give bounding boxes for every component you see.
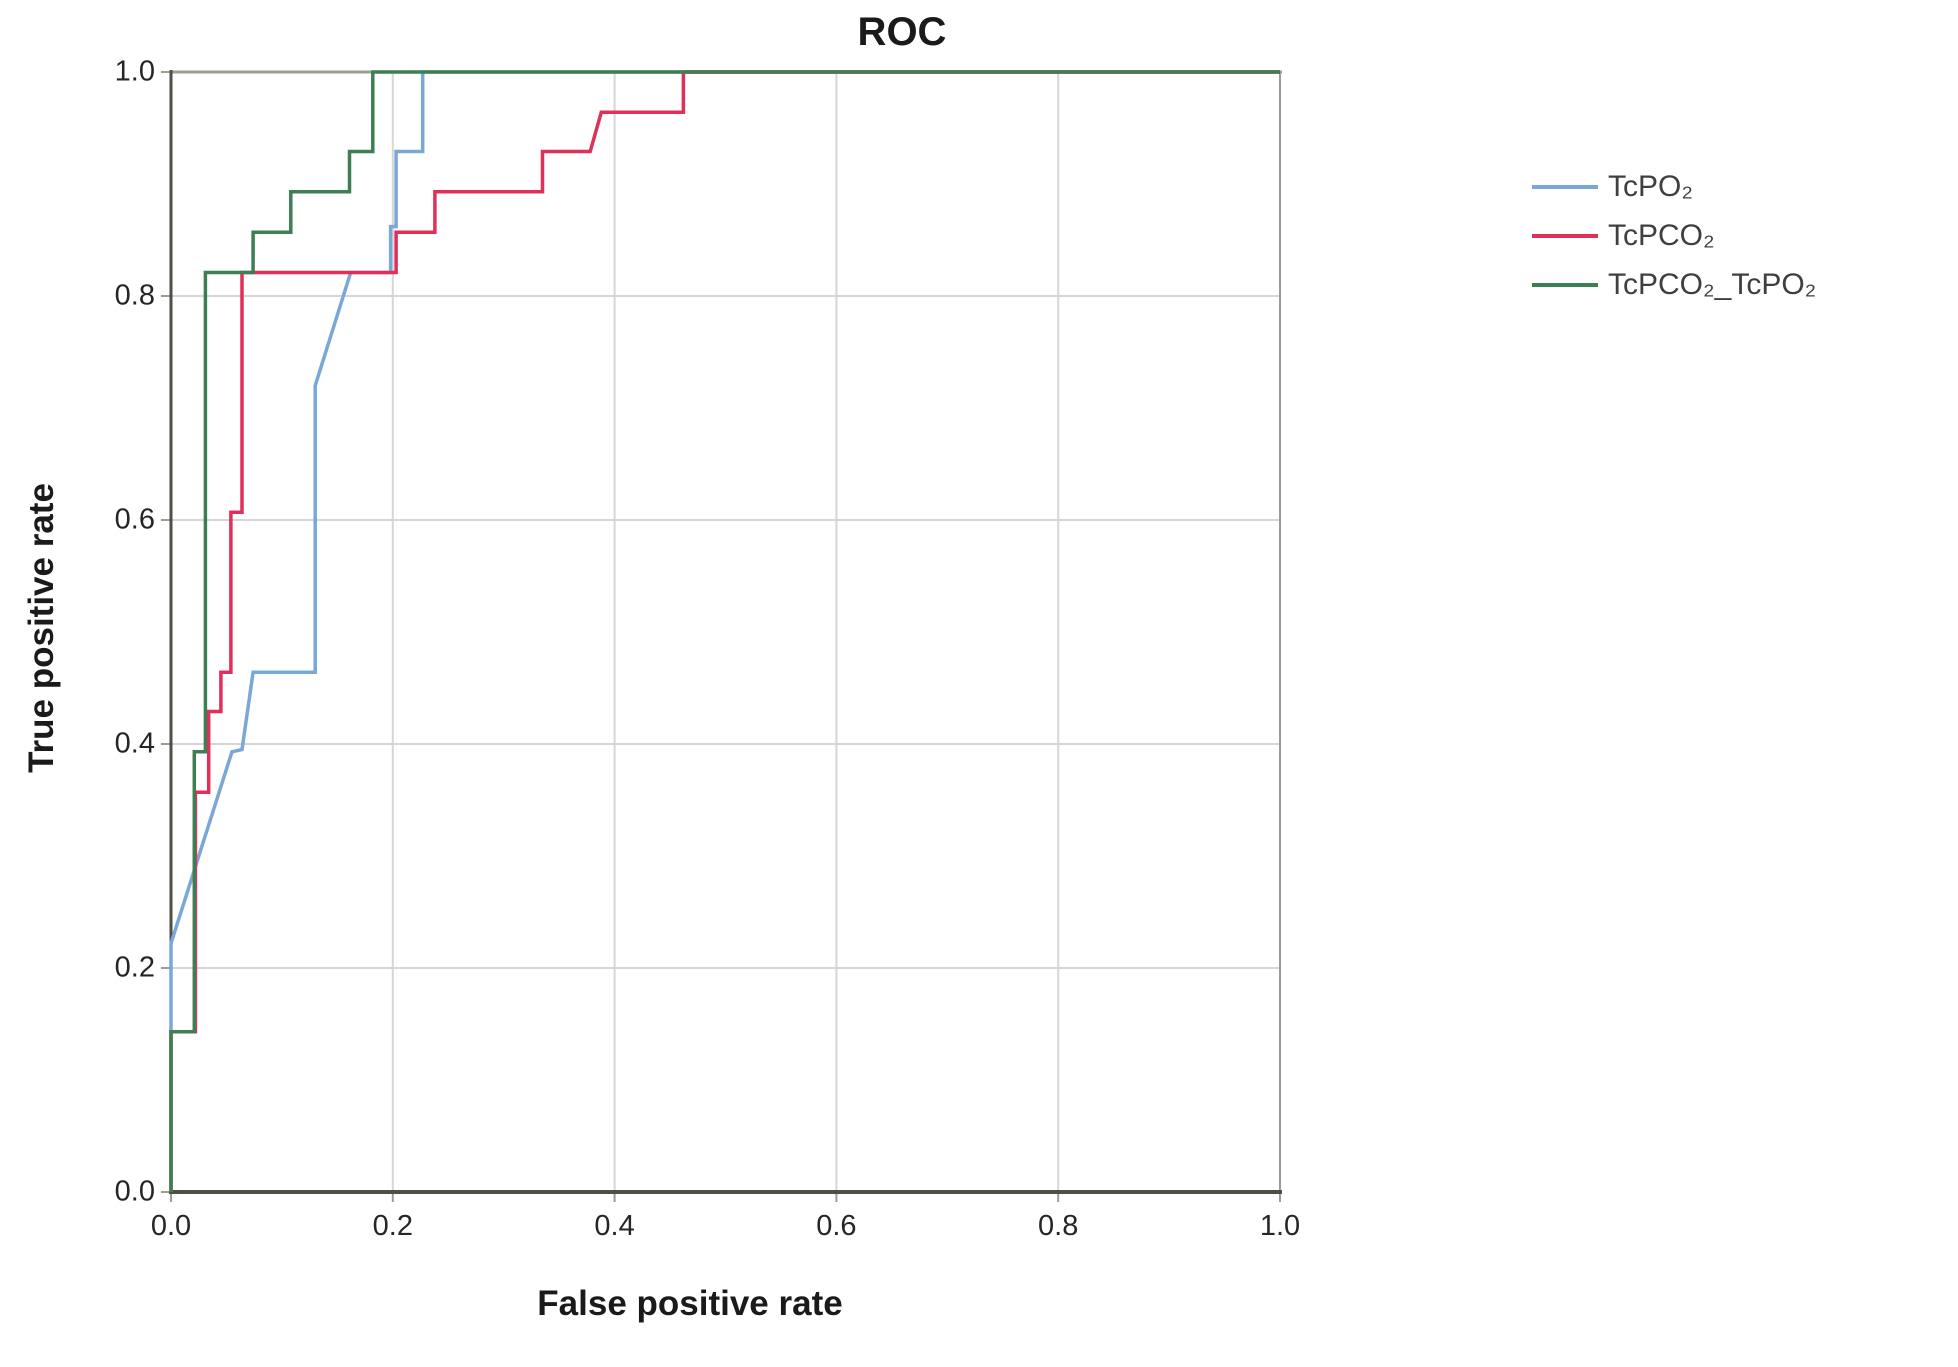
y-tick-label: 0.8 xyxy=(114,279,155,312)
legend-line-swatch xyxy=(1532,184,1598,189)
legend-label: TcPO₂ xyxy=(1608,169,1693,203)
x-axis-label: False positive rate xyxy=(537,1284,843,1323)
legend-label: TcPCO₂_TcPO₂ xyxy=(1608,267,1817,301)
x-tick-label: 0.8 xyxy=(1038,1210,1079,1242)
legend-line-swatch xyxy=(1532,233,1598,238)
legend-item-3: TcPCO₂_TcPO₂ xyxy=(1532,260,1816,309)
legend: TcPO₂ TcPCO₂ TcPCO₂_TcPO₂ xyxy=(1532,162,1816,309)
x-tick-label: 0.6 xyxy=(816,1210,857,1242)
roc-curve-2 xyxy=(169,70,1280,1192)
x-tick-label: 0.0 xyxy=(150,1210,192,1242)
y-tick-label: 0.0 xyxy=(114,1175,155,1208)
roc-curve-1 xyxy=(169,70,1280,1192)
y-axis-label: True positive rate xyxy=(22,483,61,773)
legend-item-2: TcPCO₂ xyxy=(1532,211,1816,260)
y-tick-label: 0.6 xyxy=(114,503,155,536)
roc-curve-3 xyxy=(169,70,1280,1192)
x-tick-label: 0.2 xyxy=(372,1210,413,1242)
y-tick-label: 0.4 xyxy=(114,727,155,760)
x-tick-label: 1.0 xyxy=(1259,1210,1301,1242)
legend-item-1: TcPO₂ xyxy=(1532,162,1816,211)
legend-line-swatch xyxy=(1532,282,1598,287)
chart-title: ROC xyxy=(857,10,947,54)
y-tick-label: 0.2 xyxy=(114,951,155,984)
y-tick-label: 1.0 xyxy=(114,55,155,88)
x-tick-label: 0.4 xyxy=(594,1210,635,1242)
legend-label: TcPCO₂ xyxy=(1608,218,1715,252)
